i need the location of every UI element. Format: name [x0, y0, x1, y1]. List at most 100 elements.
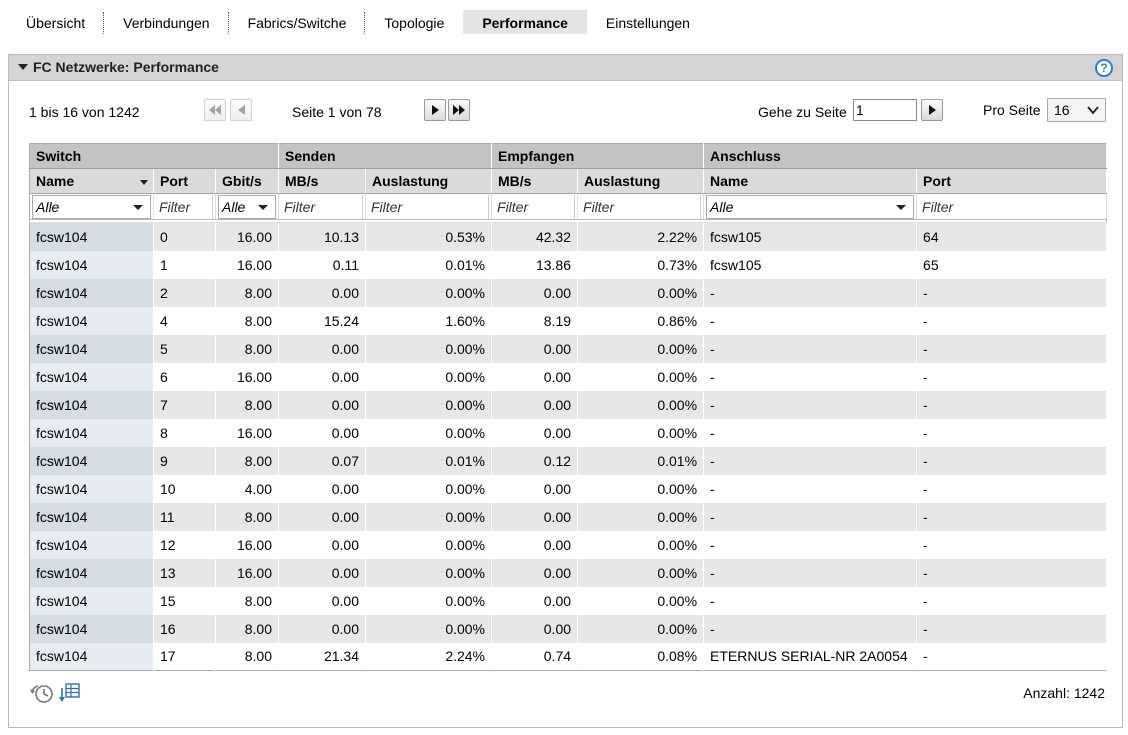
- cell-switch-name: fcsw104: [29, 418, 154, 447]
- column-header-recv-auslastung[interactable]: Auslastung: [577, 168, 705, 194]
- collapse-icon[interactable]: [18, 64, 28, 70]
- column-header-send-auslastung[interactable]: Auslastung: [365, 168, 493, 194]
- table-row[interactable]: fcsw104 17 8.00 21.34 2.24% 0.74 0.08% ETERNUS …: [29, 642, 1108, 671]
- cell-port: 9: [153, 446, 216, 475]
- cell-recv-mbs: 0.00: [491, 278, 579, 307]
- table-row[interactable]: fcsw104 7 8.00 0.00 0.00% 0.00 0.00% - -: [29, 390, 1108, 419]
- cell-anschluss-port: -: [916, 502, 1108, 531]
- cell-port: 5: [153, 334, 216, 363]
- cell-send-mbs: 0.00: [278, 390, 366, 419]
- cell-recv-auslastung: 0.00%: [577, 502, 705, 531]
- history-refresh-icon[interactable]: [29, 682, 55, 704]
- next-page-icon: [431, 105, 439, 115]
- cell-send-mbs: 0.00: [278, 586, 366, 615]
- table-row[interactable]: fcsw104 4 8.00 15.24 1.60% 8.19 0.86% - -: [29, 306, 1108, 335]
- cell-switch-name: fcsw104: [29, 502, 154, 531]
- tab-topologie[interactable]: Topologie: [384, 15, 445, 31]
- cell-switch-name: fcsw104: [29, 558, 154, 587]
- filter-recv-auslastung-input[interactable]: Filter: [580, 194, 702, 219]
- cell-anschluss-port: -: [916, 306, 1108, 335]
- table-row[interactable]: fcsw104 15 8.00 0.00 0.00% 0.00 0.00% - -: [29, 586, 1108, 615]
- cell-switch-name: fcsw104: [29, 390, 154, 419]
- column-header-port[interactable]: Port: [153, 168, 216, 194]
- cell-recv-mbs: 0.00: [491, 558, 579, 587]
- table-row[interactable]: fcsw104 5 8.00 0.00 0.00% 0.00 0.00% - -: [29, 334, 1108, 363]
- cell-send-auslastung: 0.00%: [365, 278, 493, 307]
- table-row[interactable]: fcsw104 13 16.00 0.00 0.00% 0.00 0.00% - -: [29, 558, 1108, 587]
- table-row[interactable]: fcsw104 2 8.00 0.00 0.00% 0.00 0.00% - -: [29, 278, 1108, 307]
- last-page-icon: [453, 105, 465, 115]
- cell-anschluss-name: -: [703, 362, 918, 391]
- export-table-icon[interactable]: [59, 682, 81, 704]
- cell-send-auslastung: 1.60%: [365, 306, 493, 335]
- cell-send-mbs: 0.00: [278, 530, 366, 559]
- tab-uebersicht[interactable]: Übersicht: [8, 10, 105, 34]
- cell-recv-mbs: 13.86: [491, 250, 579, 279]
- cell-recv-auslastung: 0.00%: [577, 390, 705, 419]
- cell-gbits: 8.00: [215, 334, 279, 363]
- cell-recv-mbs: 0.74: [491, 642, 579, 671]
- last-page-button[interactable]: [448, 99, 470, 121]
- cell-switch-name: fcsw104: [29, 306, 154, 335]
- filter-port-input[interactable]: Filter: [156, 194, 213, 219]
- tab-fabrics-switche[interactable]: Fabrics/Switche: [229, 10, 366, 34]
- cell-send-auslastung: 0.00%: [365, 474, 493, 503]
- table-row[interactable]: fcsw104 6 16.00 0.00 0.00% 0.00 0.00% - -: [29, 362, 1108, 391]
- prev-page-button[interactable]: [230, 99, 252, 121]
- goto-page-button[interactable]: [921, 99, 943, 121]
- column-header-anschluss-port[interactable]: Port: [916, 168, 1108, 194]
- go-arrow-icon: [928, 105, 936, 115]
- tab-verbindungen[interactable]: Verbindungen: [104, 10, 229, 34]
- filter-gbits-select[interactable]: Alle: [218, 194, 276, 219]
- cell-anschluss-port: -: [916, 474, 1108, 503]
- table-row[interactable]: fcsw104 8 16.00 0.00 0.00% 0.00 0.00% - -: [29, 418, 1108, 447]
- first-page-button[interactable]: [204, 99, 226, 121]
- cell-recv-auslastung: 0.00%: [577, 362, 705, 391]
- per-page-select[interactable]: 16: [1047, 98, 1106, 122]
- filter-anschluss-port-input[interactable]: Filter: [922, 198, 954, 215]
- tab-einstellungen[interactable]: Einstellungen: [605, 15, 690, 31]
- group-header-empfangen: Empfangen: [491, 143, 705, 169]
- table-row[interactable]: fcsw104 16 8.00 0.00 0.00% 0.00 0.00% - -: [29, 614, 1108, 643]
- performance-panel: FC Netzwerke: Performance ? 1 bis 16 von…: [8, 54, 1123, 728]
- cell-anschluss-name: -: [703, 334, 918, 363]
- cell-anschluss-name: -: [703, 474, 918, 503]
- cell-gbits: 8.00: [215, 586, 279, 615]
- table-row[interactable]: fcsw104 9 8.00 0.07 0.01% 0.12 0.01% - -: [29, 446, 1108, 475]
- column-header-gbits[interactable]: Gbit/s: [215, 168, 279, 194]
- record-count: Anzahl: 1242: [1023, 685, 1105, 701]
- table-row[interactable]: fcsw104 1 16.00 0.11 0.01% 13.86 0.73% fcsw105 6…: [29, 250, 1108, 279]
- goto-page-input[interactable]: [853, 99, 917, 121]
- cell-anschluss-port: -: [916, 586, 1108, 615]
- table-row[interactable]: fcsw104 11 8.00 0.00 0.00% 0.00 0.00% - -: [29, 502, 1108, 531]
- cell-send-auslastung: 0.00%: [365, 362, 493, 391]
- next-page-button[interactable]: [424, 99, 446, 121]
- cell-recv-auslastung: 0.00%: [577, 558, 705, 587]
- filter-send-auslastung-input[interactable]: Filter: [368, 194, 490, 219]
- filter-send-mbs-input[interactable]: Filter: [281, 194, 363, 219]
- filter-value: Alle: [222, 198, 246, 215]
- column-header-send-mbs[interactable]: MB/s: [278, 168, 366, 194]
- tab-bar: Übersicht Verbindungen Fabrics/Switche T…: [8, 10, 709, 36]
- filter-anschluss-name-select[interactable]: Alle: [706, 194, 915, 219]
- cell-recv-mbs: 0.00: [491, 390, 579, 419]
- goto-page-label: Gehe zu Seite: [758, 104, 847, 120]
- column-header-name[interactable]: Name: [29, 168, 154, 194]
- column-header-anschluss-name[interactable]: Name: [703, 168, 918, 194]
- cell-gbits: 8.00: [215, 614, 279, 643]
- question-icon[interactable]: ?: [1095, 59, 1113, 77]
- cell-anschluss-port: -: [916, 530, 1108, 559]
- cell-switch-name: fcsw104: [29, 278, 154, 307]
- filter-recv-mbs-input[interactable]: Filter: [494, 194, 576, 219]
- table-row[interactable]: fcsw104 0 16.00 10.13 0.53% 42.32 2.22% fcsw105…: [29, 222, 1108, 251]
- tab-performance[interactable]: Performance: [463, 10, 587, 34]
- dropdown-arrow-icon: [258, 204, 268, 210]
- column-header-recv-mbs[interactable]: MB/s: [491, 168, 579, 194]
- cell-port: 10: [153, 474, 216, 503]
- table-row[interactable]: fcsw104 10 4.00 0.00 0.00% 0.00 0.00% - -: [29, 474, 1108, 503]
- filter-name-select[interactable]: Alle: [32, 194, 151, 219]
- cell-anschluss-port: -: [916, 642, 1108, 671]
- cell-anschluss-port: 64: [916, 222, 1108, 251]
- table-row[interactable]: fcsw104 12 16.00 0.00 0.00% 0.00 0.00% - -: [29, 530, 1108, 559]
- cell-send-mbs: 0.07: [278, 446, 366, 475]
